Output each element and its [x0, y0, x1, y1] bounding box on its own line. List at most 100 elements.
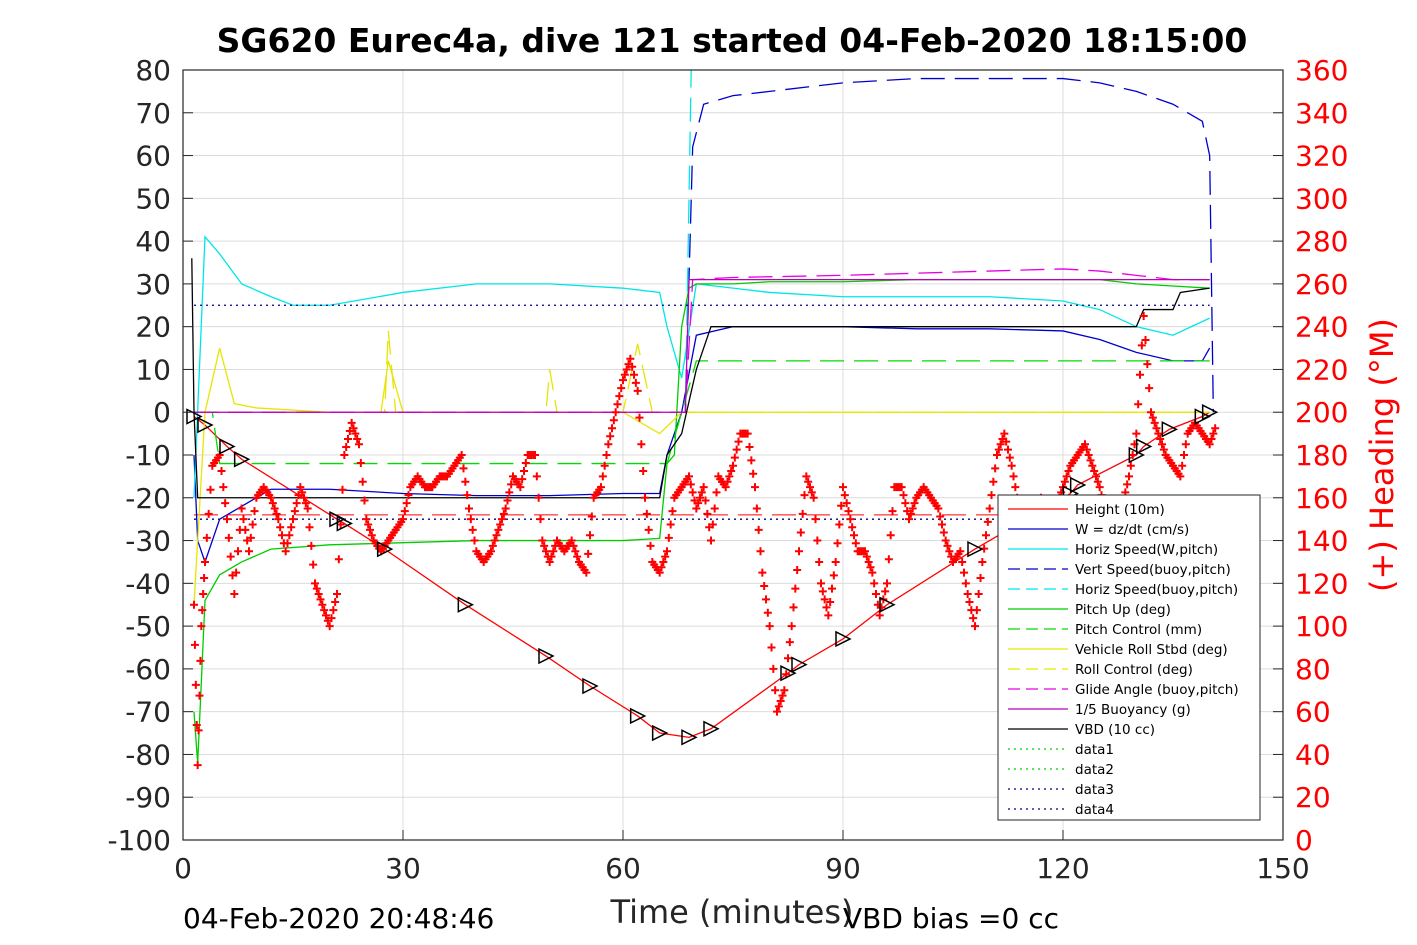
heading-marker-377 [870, 579, 879, 588]
heading-marker-22 [219, 483, 228, 492]
heading-marker-494 [1084, 451, 1093, 459]
heading-marker-229 [598, 472, 607, 481]
heading-marker-233 [606, 432, 615, 441]
heading-marker-214 [571, 547, 580, 556]
heading-marker-356 [831, 557, 840, 566]
heading-marker-173 [496, 520, 505, 529]
heading-marker-212 [567, 536, 576, 545]
heading-marker-341 [804, 477, 813, 486]
heading-marker-384 [883, 579, 891, 588]
heading-marker-277 [686, 480, 695, 489]
height-marker-10 [629, 707, 647, 725]
heading-marker-393 [899, 491, 908, 500]
y2-tick-label-12: 120 [1295, 567, 1348, 600]
heading-marker-103 [367, 531, 376, 540]
y2-tick-label-0: 360 [1295, 54, 1348, 87]
heading-marker-364 [846, 515, 855, 524]
heading-marker-68 [303, 504, 312, 513]
heading-marker-291 [712, 488, 721, 497]
heading-marker-261 [657, 563, 666, 572]
heading-marker-443 [991, 464, 1000, 473]
y2-tick-label-17: 20 [1295, 781, 1331, 814]
series-line-9 [194, 268, 1210, 413]
heading-marker-101 [364, 520, 373, 529]
y-tick-label-8: 0 [153, 396, 171, 429]
heading-marker-546 [1180, 451, 1188, 459]
heading-marker-327 [778, 691, 787, 700]
heading-marker-429 [965, 598, 974, 607]
heading-marker-544 [1176, 472, 1185, 481]
heading-marker-337 [796, 528, 805, 537]
heading-marker-228 [597, 483, 605, 492]
y2-tick-label-18: 0 [1295, 824, 1313, 857]
heading-marker-276 [685, 472, 693, 481]
heading-marker-380 [875, 611, 884, 620]
heading-marker-424 [956, 547, 965, 556]
heading-marker-171 [492, 531, 501, 540]
height-marker-22 [1135, 438, 1153, 455]
y2-tick-label-10: 160 [1295, 482, 1348, 515]
heading-marker-156 [465, 504, 473, 513]
heading-marker-193 [532, 472, 541, 481]
heading-marker-288 [707, 536, 715, 545]
heading-marker-450 [1004, 445, 1012, 454]
heading-marker-285 [701, 496, 710, 505]
height-marker-7 [457, 596, 475, 613]
heading-marker-425 [958, 557, 967, 566]
y-tick-label-11: -30 [125, 525, 171, 558]
heading-marker-383 [881, 587, 890, 596]
heading-marker-11 [200, 573, 209, 582]
heading-marker-197 [540, 541, 549, 550]
heading-marker-392 [897, 483, 906, 492]
heading-marker-8 [197, 622, 206, 631]
heading-marker-482 [1062, 472, 1071, 481]
heading-marker-533 [1156, 434, 1165, 443]
y2-tick-label-2: 320 [1295, 140, 1348, 173]
heading-marker-196 [538, 536, 547, 545]
heading-marker-434 [974, 590, 983, 599]
height-marker-9 [582, 677, 599, 695]
heading-marker-358 [835, 520, 844, 529]
series-layer [191, 69, 1214, 764]
heading-marker-155 [463, 491, 472, 500]
heading-marker-299 [727, 467, 736, 476]
heading-marker-231 [602, 451, 611, 459]
heading-marker-69 [305, 523, 314, 532]
heading-marker-444 [993, 451, 1001, 459]
heading-marker-311 [749, 469, 758, 478]
heading-marker-51 [272, 509, 281, 518]
heading-marker-95 [353, 434, 362, 443]
heading-marker-33 [239, 515, 248, 524]
legend-label-2: Horiz Speed(W,pitch) [1075, 542, 1218, 558]
heading-marker-308 [743, 429, 752, 438]
heading-marker-283 [697, 488, 706, 497]
heading-marker-187 [521, 459, 530, 468]
heading-marker-3 [192, 721, 201, 730]
y-tick-label-9: -10 [125, 439, 171, 472]
heading-marker-248 [633, 386, 642, 395]
legend-label-3: Vert Speed(buoy,pitch) [1075, 562, 1231, 578]
heading-marker-121 [400, 507, 409, 516]
heading-marker-286 [703, 509, 712, 518]
heading-marker-87 [338, 485, 347, 494]
heading-marker-445 [994, 445, 1003, 454]
heading-marker-297 [723, 477, 732, 486]
heading-marker-1 [190, 640, 199, 649]
heading-marker-223 [587, 512, 596, 521]
height-marker-13 [703, 720, 720, 737]
heading-marker-386 [886, 531, 895, 540]
heading-marker-521 [1134, 400, 1143, 409]
y-tick-label-2: 60 [135, 140, 171, 173]
heading-marker-48 [267, 493, 275, 502]
heading-marker-335 [793, 565, 802, 574]
series-line-0 [193, 411, 1210, 739]
heading-marker-381 [877, 603, 886, 612]
heading-marker-122 [402, 499, 411, 508]
heading-markers [190, 311, 1220, 770]
heading-marker-496 [1088, 461, 1097, 470]
heading-marker-333 [789, 603, 798, 612]
heading-marker-26 [226, 552, 235, 561]
y-tick-label-14: -60 [125, 653, 171, 686]
height-marker-25 [1201, 404, 1219, 421]
heading-marker-78 [322, 611, 330, 620]
